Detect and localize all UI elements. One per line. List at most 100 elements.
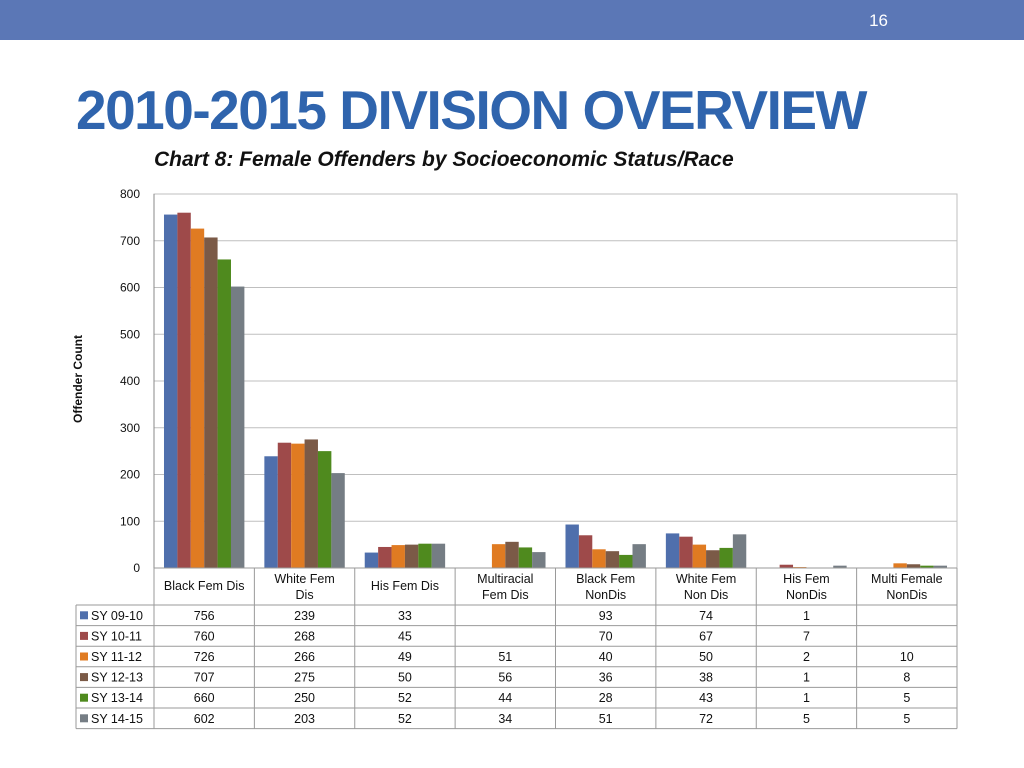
bar (532, 552, 546, 568)
data-label: 33 (398, 609, 412, 623)
legend-swatch (80, 693, 88, 702)
bar (364, 552, 379, 568)
y-tick-label: 800 (120, 187, 140, 201)
bar (217, 259, 231, 568)
data-label: 51 (498, 650, 512, 664)
y-tick-label: 400 (120, 374, 140, 388)
bar (264, 456, 278, 568)
x-tick-label: His Fem (783, 572, 830, 586)
data-label: 756 (194, 609, 215, 623)
data-label: 93 (599, 609, 613, 623)
bar (404, 544, 419, 568)
bar (706, 550, 720, 568)
bar (665, 533, 680, 568)
data-label: 49 (398, 650, 412, 664)
legend-label: SY 12-13 (91, 671, 143, 685)
chart-title: Chart 8: Female Offenders by Socioeconom… (154, 148, 734, 171)
bar (906, 564, 921, 568)
data-label: 268 (294, 629, 315, 643)
bar (163, 214, 178, 568)
data-label: 56 (498, 671, 512, 685)
data-label: 52 (398, 691, 412, 705)
data-label: 203 (294, 712, 315, 726)
x-tick-label: Multi Female (871, 572, 943, 586)
bar (833, 565, 847, 568)
legend-label: SY 09-10 (91, 609, 143, 623)
x-tick-label: Black Fem (576, 572, 635, 586)
data-label: 10 (900, 650, 914, 664)
y-axis-title: Offender Count (71, 335, 85, 423)
page-title: 2010-2015 DIVISION OVERVIEW (76, 79, 867, 141)
data-label: 52 (398, 712, 412, 726)
data-label: 7 (803, 629, 810, 643)
data-label: 660 (194, 691, 215, 705)
y-tick-label: 0 (133, 561, 140, 575)
y-tick-label: 200 (120, 468, 140, 482)
bar (518, 547, 533, 568)
bar (391, 545, 405, 568)
bar (605, 551, 620, 568)
bar (619, 554, 633, 568)
data-label: 40 (599, 650, 613, 664)
data-label: 38 (699, 671, 713, 685)
legend-swatch (80, 714, 88, 723)
data-label: 239 (294, 609, 315, 623)
legend-label: SY 14-15 (91, 712, 143, 726)
bar (304, 439, 318, 568)
x-tick-label: Multiracial (477, 572, 533, 586)
y-tick-label: 300 (120, 421, 140, 435)
bar (578, 535, 593, 568)
data-label: 1 (803, 609, 810, 623)
legend-label: SY 11-12 (91, 650, 142, 664)
data-label: 5 (903, 691, 910, 705)
legend-label: SY 13-14 (91, 691, 143, 705)
x-tick-label: NonDis (786, 588, 827, 602)
data-label: 707 (194, 671, 215, 685)
legend-swatch (80, 673, 88, 682)
y-tick-label: 700 (120, 234, 140, 248)
data-label: 51 (599, 712, 613, 726)
bar (291, 443, 305, 568)
y-tick-label: 600 (120, 281, 140, 295)
data-label: 1 (803, 691, 810, 705)
bar (592, 549, 606, 568)
bar (679, 536, 693, 568)
x-tick-label: White Fem (274, 572, 334, 586)
bar (277, 442, 292, 568)
x-tick-label: Dis (296, 588, 314, 602)
legend-swatch (80, 631, 88, 640)
data-label: 266 (294, 650, 315, 664)
legend-swatch (80, 611, 88, 620)
data-label: 602 (194, 712, 215, 726)
bar (692, 544, 707, 568)
x-tick-label: White Fem (676, 572, 736, 586)
x-tick-label: Non Dis (684, 588, 728, 602)
data-label: 1 (803, 671, 810, 685)
y-tick-label: 500 (120, 327, 140, 341)
data-label: 5 (803, 712, 810, 726)
bar (431, 543, 446, 568)
bar (331, 473, 345, 568)
y-tick-label: 100 (120, 514, 140, 528)
data-label: 43 (699, 691, 713, 705)
bar (378, 546, 392, 568)
data-label: 5 (903, 712, 910, 726)
data-label: 8 (903, 671, 910, 685)
data-label: 28 (599, 691, 613, 705)
bar (920, 565, 934, 568)
data-label: 760 (194, 629, 215, 643)
bar (732, 534, 747, 568)
bar (933, 565, 948, 568)
data-label: 67 (699, 629, 713, 643)
bar (893, 563, 907, 568)
bar (418, 543, 432, 568)
data-label: 726 (194, 650, 215, 664)
bar (177, 212, 191, 568)
x-tick-label: Black Fem Dis (164, 579, 245, 593)
bar (204, 237, 218, 569)
data-label: 70 (599, 629, 613, 643)
data-label: 250 (294, 691, 315, 705)
bar (565, 524, 579, 568)
data-label: 44 (498, 691, 512, 705)
